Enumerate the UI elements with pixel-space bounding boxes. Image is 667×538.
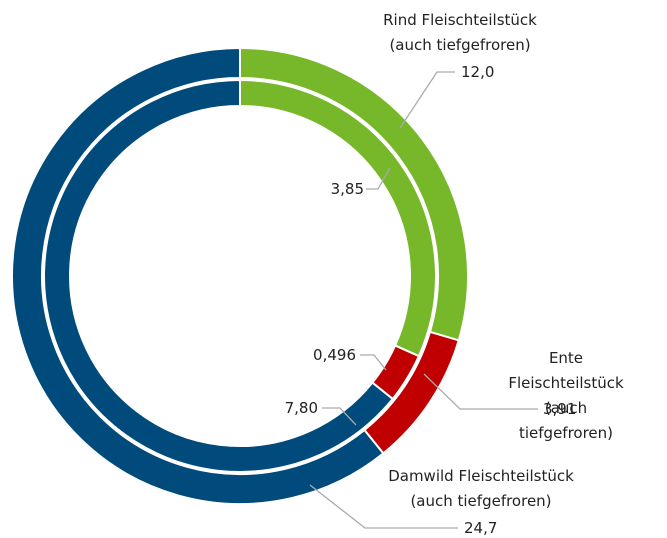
leader-line bbox=[399, 71, 455, 129]
value-label: 3,85 bbox=[330, 180, 364, 198]
value-label: 12,0 bbox=[461, 63, 495, 81]
leader-line bbox=[309, 484, 458, 529]
leader-line bbox=[360, 354, 387, 371]
leader-line bbox=[366, 167, 391, 190]
value-label: 24,7 bbox=[464, 519, 498, 537]
category-label: Damwild Fleischteilstück (auch tiefgefro… bbox=[388, 467, 574, 510]
donut-segment bbox=[371, 344, 421, 401]
value-label: 7,80 bbox=[284, 399, 318, 417]
category-label: Rind Fleischteilstück (auch tiefgefroren… bbox=[383, 11, 537, 54]
donut-segment bbox=[239, 78, 437, 358]
donut-segment bbox=[239, 46, 469, 342]
value-label: 3,91 bbox=[543, 400, 577, 418]
donut-segment bbox=[11, 46, 385, 505]
leader-line bbox=[322, 407, 357, 426]
leader-line bbox=[423, 373, 538, 410]
value-label: 0,496 bbox=[313, 346, 356, 364]
donut-segment bbox=[363, 330, 460, 455]
category-label: Ente Fleischteilstück (auch tiefgefroren… bbox=[508, 349, 624, 442]
